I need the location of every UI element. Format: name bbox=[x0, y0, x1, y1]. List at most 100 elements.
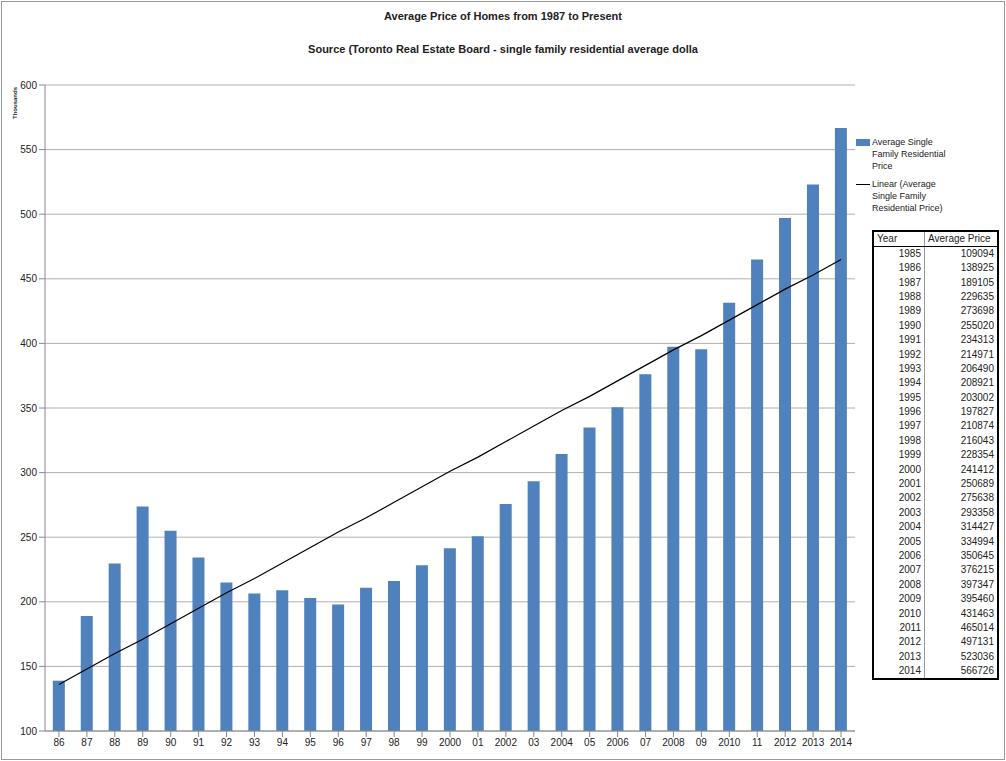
svg-text:300: 300 bbox=[20, 467, 37, 478]
svg-text:03: 03 bbox=[528, 737, 540, 748]
html-text:1987: 1987 bbox=[898, 276, 921, 288]
html-text:2013: 2013 bbox=[898, 650, 921, 662]
html-text:1994: 1994 bbox=[898, 377, 921, 389]
html-text:228354: 228354 bbox=[960, 449, 994, 461]
svg-text:150: 150 bbox=[20, 661, 37, 672]
svg-text:86: 86 bbox=[53, 737, 65, 748]
svg-text:2008: 2008 bbox=[662, 737, 685, 748]
html-text:1989: 1989 bbox=[898, 305, 921, 317]
html-text:1993: 1993 bbox=[898, 362, 921, 374]
svg-text:89: 89 bbox=[137, 737, 149, 748]
svg-text:98: 98 bbox=[389, 737, 401, 748]
html-text:2009: 2009 bbox=[898, 593, 921, 605]
html-text:208921: 208921 bbox=[960, 377, 994, 389]
svg-text:90: 90 bbox=[165, 737, 177, 748]
svg-text:09: 09 bbox=[696, 737, 708, 748]
svg-text:2002: 2002 bbox=[495, 737, 518, 748]
svg-text:07: 07 bbox=[640, 737, 652, 748]
svg-text:500: 500 bbox=[20, 209, 37, 220]
html-text:Average Price: Average Price bbox=[928, 233, 991, 244]
svg-text:92: 92 bbox=[221, 737, 233, 748]
html-text:2003: 2003 bbox=[898, 506, 921, 518]
svg-text:200: 200 bbox=[20, 596, 37, 607]
html-text:314427: 314427 bbox=[960, 521, 994, 533]
svg-text:2012: 2012 bbox=[774, 737, 797, 748]
html-text:1998: 1998 bbox=[898, 434, 921, 446]
html-text:2010: 2010 bbox=[898, 607, 921, 619]
html-text:Average Single Family Resident: Average Single Family Residential Price bbox=[872, 137, 946, 171]
html-text:Linear (Average Single Family: Linear (Average Single Family Residentia… bbox=[872, 179, 943, 213]
html-text:197827: 197827 bbox=[960, 406, 994, 418]
svg-text:100: 100 bbox=[20, 726, 37, 737]
html-text:Year: Year bbox=[877, 233, 898, 244]
html-text:234313: 234313 bbox=[960, 334, 994, 346]
html-text:214971: 214971 bbox=[960, 348, 994, 360]
html-text:216043: 216043 bbox=[960, 434, 994, 446]
html-text:2000: 2000 bbox=[898, 463, 921, 475]
svg-text:96: 96 bbox=[333, 737, 345, 748]
html-text:2002: 2002 bbox=[898, 492, 921, 504]
html-text:1985: 1985 bbox=[898, 248, 921, 259]
html-text:203002: 203002 bbox=[960, 391, 994, 403]
svg-text:400: 400 bbox=[20, 338, 37, 349]
html-text:109094: 109094 bbox=[960, 248, 994, 259]
svg-text:87: 87 bbox=[81, 737, 93, 748]
html-text:334994: 334994 bbox=[960, 535, 994, 547]
html-text:1997: 1997 bbox=[898, 420, 921, 432]
svg-text:550: 550 bbox=[20, 144, 37, 155]
html-text:Average Price of Homes from 19: Average Price of Homes from 1987 to Pres… bbox=[384, 10, 622, 22]
svg-text:93: 93 bbox=[249, 737, 261, 748]
html-text:566726: 566726 bbox=[960, 664, 994, 676]
svg-text:05: 05 bbox=[584, 737, 596, 748]
svg-text:450: 450 bbox=[20, 273, 37, 284]
html-text:2005: 2005 bbox=[898, 535, 921, 547]
html-text:2014: 2014 bbox=[898, 664, 921, 676]
html-text:255020: 255020 bbox=[960, 319, 994, 331]
html-text:206490: 206490 bbox=[960, 362, 994, 374]
svg-text:91: 91 bbox=[193, 737, 205, 748]
svg-text:11: 11 bbox=[752, 737, 763, 748]
svg-text:95: 95 bbox=[305, 737, 317, 748]
html-text:523036: 523036 bbox=[960, 650, 994, 662]
html-text:1992: 1992 bbox=[898, 348, 921, 360]
html-text:1990: 1990 bbox=[898, 319, 921, 331]
svg-text:01: 01 bbox=[472, 737, 484, 748]
html-text:Source (Toronto Real Estate Bo: Source (Toronto Real Estate Board - sing… bbox=[308, 43, 698, 55]
html-text:497131: 497131 bbox=[960, 636, 994, 648]
html-text:2004: 2004 bbox=[898, 521, 921, 533]
html-text:229635: 229635 bbox=[960, 291, 994, 302]
svg-text:97: 97 bbox=[361, 737, 373, 748]
html-text:2012: 2012 bbox=[898, 636, 921, 648]
html-text:273698: 273698 bbox=[960, 305, 994, 317]
svg-text:2013: 2013 bbox=[802, 737, 825, 748]
html-text:293358: 293358 bbox=[960, 506, 994, 518]
html-text:1999: 1999 bbox=[898, 449, 921, 461]
html-text:1988: 1988 bbox=[898, 291, 921, 302]
svg-text:350: 350 bbox=[20, 403, 37, 414]
svg-text:2014: 2014 bbox=[830, 737, 853, 748]
svg-text:94: 94 bbox=[277, 737, 289, 748]
html-text:1991: 1991 bbox=[898, 334, 921, 346]
html-text:138925: 138925 bbox=[960, 262, 994, 274]
html-text:431463: 431463 bbox=[960, 607, 994, 619]
svg-text:99: 99 bbox=[417, 737, 429, 748]
html-text:1995: 1995 bbox=[898, 391, 921, 403]
html-text:2007: 2007 bbox=[898, 564, 921, 576]
svg-text:250: 250 bbox=[20, 532, 37, 543]
html-text:210874: 210874 bbox=[960, 420, 994, 432]
svg-text:2006: 2006 bbox=[606, 737, 629, 748]
html-text:1986: 1986 bbox=[898, 262, 921, 274]
svg-text:2010: 2010 bbox=[718, 737, 741, 748]
html-text:2008: 2008 bbox=[898, 578, 921, 590]
svg-text:2000: 2000 bbox=[439, 737, 462, 748]
html-text:241412: 241412 bbox=[960, 463, 994, 475]
html-text:395460: 395460 bbox=[960, 593, 994, 605]
svg-text:2004: 2004 bbox=[551, 737, 574, 748]
svg-text:88: 88 bbox=[109, 737, 121, 748]
html-text:189105: 189105 bbox=[960, 276, 994, 288]
html-text:397347: 397347 bbox=[960, 578, 994, 590]
html-text:1996: 1996 bbox=[898, 406, 921, 418]
html-text:376215: 376215 bbox=[960, 564, 994, 576]
svg-text:600: 600 bbox=[20, 80, 37, 91]
html-text:275638: 275638 bbox=[960, 492, 994, 504]
